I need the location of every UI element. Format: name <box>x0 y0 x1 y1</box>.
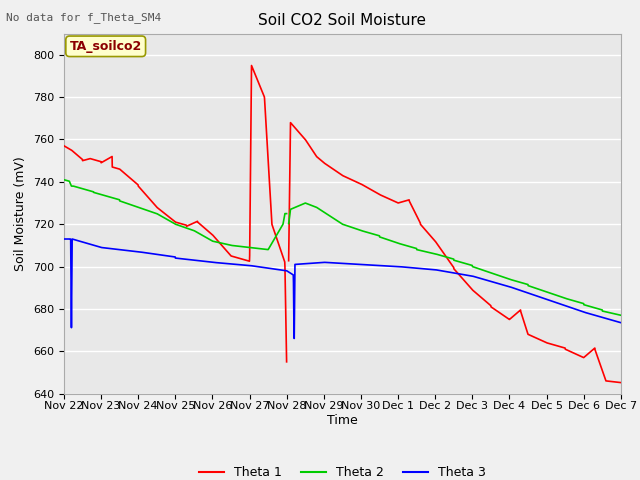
Y-axis label: Soil Moisture (mV): Soil Moisture (mV) <box>15 156 28 271</box>
Text: TA_soilco2: TA_soilco2 <box>70 40 142 53</box>
Legend: Theta 1, Theta 2, Theta 3: Theta 1, Theta 2, Theta 3 <box>195 461 490 480</box>
Title: Soil CO2 Soil Moisture: Soil CO2 Soil Moisture <box>259 13 426 28</box>
Text: No data for f_Theta_SM4: No data for f_Theta_SM4 <box>6 12 162 23</box>
X-axis label: Time: Time <box>327 414 358 427</box>
